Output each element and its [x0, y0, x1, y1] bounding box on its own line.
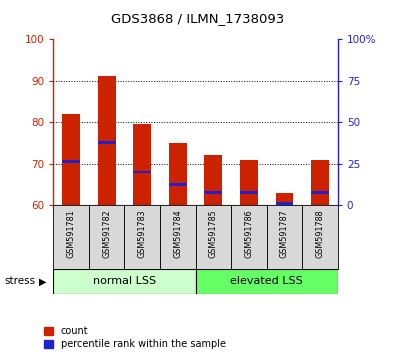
Bar	[53, 205, 89, 269]
Text: ▶: ▶	[39, 276, 46, 286]
Bar	[124, 205, 160, 269]
Bar	[302, 205, 338, 269]
Bar	[276, 202, 293, 205]
Bar	[196, 205, 231, 269]
Text: elevated LSS: elevated LSS	[230, 276, 303, 286]
Bar	[240, 192, 258, 194]
Bar	[134, 171, 151, 173]
Text: GSM591781: GSM591781	[67, 210, 75, 258]
Bar	[311, 160, 329, 205]
Bar	[160, 205, 196, 269]
Text: GDS3868 / ILMN_1738093: GDS3868 / ILMN_1738093	[111, 12, 284, 25]
Text: stress: stress	[4, 276, 35, 286]
Bar	[89, 205, 124, 269]
Bar	[196, 269, 338, 294]
Text: GSM591788: GSM591788	[316, 210, 324, 258]
Bar	[169, 183, 186, 186]
Text: GSM591784: GSM591784	[173, 210, 182, 258]
Text: GSM591782: GSM591782	[102, 210, 111, 258]
Bar	[169, 143, 186, 205]
Text: GSM591786: GSM591786	[245, 210, 253, 258]
Bar	[98, 76, 115, 205]
Bar	[267, 205, 302, 269]
Bar	[311, 192, 329, 194]
Bar	[276, 193, 293, 205]
Bar	[62, 160, 80, 163]
Text: GSM591783: GSM591783	[138, 210, 147, 258]
Text: GSM591787: GSM591787	[280, 210, 289, 258]
Bar	[205, 155, 222, 205]
Text: GSM591785: GSM591785	[209, 210, 218, 258]
Legend: count, percentile rank within the sample: count, percentile rank within the sample	[44, 326, 226, 349]
Bar	[98, 142, 115, 144]
Bar	[231, 205, 267, 269]
Bar	[62, 114, 80, 205]
Bar	[53, 269, 196, 294]
Bar	[205, 192, 222, 194]
Text: normal LSS: normal LSS	[93, 276, 156, 286]
Bar	[134, 124, 151, 205]
Bar	[240, 160, 258, 205]
